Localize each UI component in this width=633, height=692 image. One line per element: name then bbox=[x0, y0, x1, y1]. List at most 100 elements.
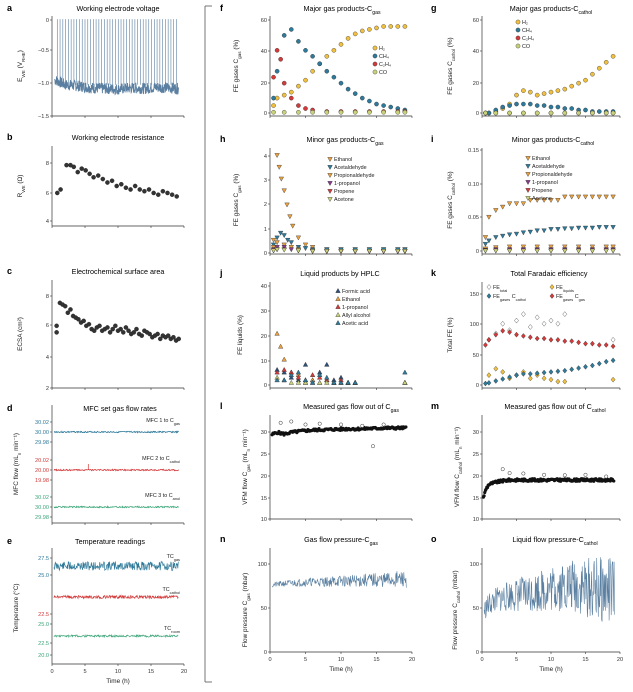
data-point bbox=[555, 198, 561, 203]
panel-label-h: h bbox=[220, 134, 226, 144]
data-point bbox=[97, 323, 102, 329]
data-point bbox=[309, 249, 316, 254]
data-point bbox=[541, 369, 547, 376]
data-point bbox=[528, 101, 533, 107]
data-point bbox=[288, 379, 294, 385]
panel-title-m: Measured gas flow out of Ccathol bbox=[504, 402, 605, 414]
data-point bbox=[338, 42, 344, 47]
legend-marker bbox=[486, 284, 492, 290]
l-axes bbox=[269, 415, 413, 521]
legend-label-j: Acetic acid bbox=[342, 321, 368, 327]
data-point bbox=[562, 248, 568, 254]
data-point bbox=[493, 365, 499, 372]
data-point bbox=[317, 421, 322, 426]
c-ytick-label: 4 bbox=[46, 355, 49, 361]
data-point bbox=[109, 178, 115, 184]
data-point bbox=[289, 419, 294, 424]
legend-marker bbox=[327, 181, 333, 186]
data-point bbox=[100, 176, 106, 182]
x-tick-label: 15 bbox=[373, 657, 379, 663]
data-point bbox=[169, 192, 175, 197]
data-point bbox=[281, 367, 287, 372]
legend-marker bbox=[372, 61, 378, 67]
data-point bbox=[295, 248, 302, 254]
data-point bbox=[54, 330, 59, 335]
panel-label-o: o bbox=[431, 534, 437, 544]
data-point bbox=[128, 187, 133, 192]
data-point bbox=[68, 307, 73, 312]
j-ytick-label: 20 bbox=[261, 334, 267, 340]
j-ytick-label: 0 bbox=[264, 383, 267, 389]
panel-title-d: MFC set gas flow rates bbox=[83, 404, 157, 413]
data-point bbox=[338, 379, 344, 385]
legend-label-k: FEgases Cgas bbox=[556, 294, 585, 302]
legend-marker bbox=[525, 164, 531, 169]
e-ytick-label: 22.5 bbox=[38, 641, 49, 647]
data-point bbox=[278, 343, 284, 349]
data-point bbox=[612, 479, 616, 483]
legend-label-h: Propionaldehyde bbox=[334, 173, 374, 179]
data-point bbox=[55, 190, 60, 196]
data-point bbox=[603, 342, 609, 348]
legend-marker bbox=[372, 45, 378, 51]
data-point bbox=[271, 103, 276, 108]
data-point bbox=[610, 248, 616, 254]
data-point bbox=[157, 336, 163, 342]
o-ytick-label: 0 bbox=[476, 650, 479, 656]
panel-title-n: Gas flow pressure-Cgas bbox=[304, 535, 378, 547]
data-point bbox=[105, 180, 110, 185]
legend-label-i: Acetaldehyde bbox=[532, 164, 565, 170]
data-point bbox=[506, 248, 513, 254]
panel-label-m: m bbox=[431, 401, 439, 411]
data-point bbox=[589, 248, 596, 254]
data-point bbox=[395, 24, 401, 29]
data-point bbox=[528, 89, 533, 95]
data-point bbox=[374, 101, 379, 107]
legend-marker bbox=[515, 19, 521, 25]
series-k-3 bbox=[483, 328, 616, 350]
m-ytick-label: 25 bbox=[473, 452, 479, 458]
n-ytick-label: 100 bbox=[258, 562, 267, 568]
data-point bbox=[603, 110, 609, 116]
m-ytick-label: 20 bbox=[473, 474, 479, 480]
data-point bbox=[589, 244, 596, 250]
data-point bbox=[507, 374, 512, 380]
legend-label-h: Propene bbox=[334, 189, 354, 195]
data-point bbox=[114, 183, 119, 189]
d-ytick-label: 30.00 bbox=[35, 430, 49, 436]
data-point bbox=[483, 342, 488, 348]
pressure-line-o bbox=[483, 557, 615, 622]
data-point bbox=[288, 374, 294, 380]
data-point bbox=[281, 242, 287, 248]
data-point bbox=[603, 244, 609, 250]
data-point bbox=[486, 372, 492, 378]
data-point bbox=[482, 242, 489, 247]
data-point bbox=[174, 194, 180, 199]
d-ytick-label: 30.02 bbox=[35, 420, 49, 426]
data-point bbox=[296, 109, 301, 115]
data-point bbox=[402, 379, 408, 385]
data-point bbox=[610, 244, 616, 250]
data-point bbox=[285, 238, 291, 243]
c-ytick-label: 6 bbox=[46, 323, 49, 329]
data-point bbox=[296, 103, 301, 108]
data-point bbox=[366, 249, 373, 254]
series-l bbox=[270, 419, 408, 449]
mfc-line-3 bbox=[53, 505, 179, 509]
x-tick-label: 20 bbox=[181, 669, 187, 675]
data-point bbox=[65, 310, 71, 316]
x-tick-label: 15 bbox=[582, 657, 588, 663]
series-j-4 bbox=[274, 369, 408, 385]
data-point bbox=[395, 109, 401, 115]
data-point bbox=[324, 68, 330, 74]
data-point bbox=[603, 248, 609, 254]
data-point bbox=[541, 103, 547, 108]
data-point bbox=[317, 61, 322, 67]
data-point bbox=[123, 325, 129, 330]
o-ytick-label: 50 bbox=[473, 606, 479, 612]
x-tick-label: 20 bbox=[617, 657, 623, 663]
data-point bbox=[500, 204, 506, 210]
g-ytick-label: 20 bbox=[473, 81, 479, 87]
data-point bbox=[500, 376, 506, 382]
data-point bbox=[534, 198, 540, 203]
